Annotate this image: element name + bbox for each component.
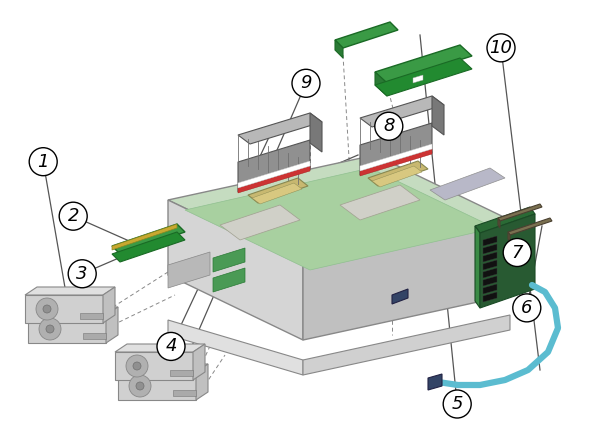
Polygon shape	[238, 113, 322, 144]
Polygon shape	[196, 364, 208, 400]
Polygon shape	[483, 268, 497, 278]
Polygon shape	[168, 320, 303, 375]
Polygon shape	[25, 295, 103, 323]
Polygon shape	[118, 372, 196, 400]
Circle shape	[126, 355, 148, 377]
Circle shape	[157, 332, 185, 361]
Polygon shape	[185, 168, 495, 270]
Polygon shape	[112, 224, 177, 250]
Polygon shape	[115, 344, 205, 352]
Polygon shape	[430, 168, 505, 200]
Polygon shape	[238, 140, 310, 192]
Polygon shape	[483, 244, 497, 254]
Polygon shape	[360, 144, 432, 171]
Circle shape	[503, 238, 531, 267]
Polygon shape	[392, 289, 408, 304]
Polygon shape	[375, 72, 387, 96]
Circle shape	[59, 202, 87, 230]
Text: 10: 10	[490, 39, 512, 57]
Polygon shape	[168, 155, 510, 265]
Text: 2: 2	[67, 207, 79, 225]
Circle shape	[36, 298, 58, 320]
Polygon shape	[213, 268, 245, 292]
Polygon shape	[372, 166, 422, 187]
Circle shape	[136, 382, 144, 390]
Text: 5: 5	[451, 395, 463, 413]
Polygon shape	[115, 352, 193, 380]
Circle shape	[129, 375, 151, 397]
Circle shape	[39, 318, 61, 340]
Polygon shape	[118, 364, 208, 372]
Polygon shape	[83, 333, 106, 339]
Text: 4: 4	[165, 338, 177, 355]
Polygon shape	[80, 313, 103, 319]
Polygon shape	[508, 218, 552, 235]
Circle shape	[133, 362, 141, 370]
Polygon shape	[28, 315, 106, 343]
Polygon shape	[340, 185, 420, 220]
Polygon shape	[28, 307, 118, 315]
Polygon shape	[112, 224, 185, 254]
Circle shape	[443, 390, 471, 418]
Polygon shape	[220, 205, 300, 240]
Polygon shape	[310, 113, 322, 152]
Polygon shape	[498, 218, 500, 228]
Polygon shape	[432, 96, 444, 135]
Polygon shape	[483, 260, 497, 270]
Polygon shape	[360, 123, 432, 175]
Circle shape	[68, 260, 96, 288]
Polygon shape	[428, 374, 442, 390]
Polygon shape	[475, 207, 535, 233]
Polygon shape	[483, 236, 497, 246]
Polygon shape	[103, 287, 115, 323]
Polygon shape	[375, 58, 472, 96]
Polygon shape	[168, 200, 303, 340]
Circle shape	[46, 325, 54, 333]
Polygon shape	[238, 161, 310, 188]
Circle shape	[43, 305, 51, 313]
Polygon shape	[193, 344, 205, 380]
Polygon shape	[483, 276, 497, 286]
Polygon shape	[112, 232, 185, 262]
Polygon shape	[480, 214, 535, 308]
Polygon shape	[475, 226, 480, 308]
Text: 8: 8	[383, 117, 395, 135]
Polygon shape	[498, 204, 542, 221]
Polygon shape	[508, 232, 510, 242]
Polygon shape	[106, 307, 118, 343]
Text: 9: 9	[300, 74, 312, 92]
Circle shape	[29, 148, 57, 176]
Polygon shape	[238, 166, 310, 193]
Polygon shape	[368, 161, 428, 186]
Polygon shape	[25, 287, 115, 295]
Text: 7: 7	[511, 244, 523, 261]
Polygon shape	[303, 220, 510, 340]
Polygon shape	[360, 96, 444, 127]
Polygon shape	[335, 22, 398, 48]
Polygon shape	[173, 390, 196, 396]
Polygon shape	[483, 252, 497, 262]
Circle shape	[487, 34, 515, 62]
Circle shape	[375, 112, 403, 140]
Polygon shape	[252, 183, 302, 204]
Polygon shape	[168, 252, 210, 288]
Polygon shape	[483, 284, 497, 294]
Polygon shape	[375, 45, 472, 83]
Polygon shape	[413, 75, 423, 83]
Text: 1: 1	[37, 153, 49, 171]
Circle shape	[513, 294, 541, 322]
Polygon shape	[335, 40, 343, 58]
Polygon shape	[248, 178, 308, 203]
Polygon shape	[213, 248, 245, 272]
Polygon shape	[360, 149, 432, 176]
Text: 6: 6	[521, 299, 533, 317]
Polygon shape	[303, 315, 510, 375]
Circle shape	[292, 69, 320, 97]
Polygon shape	[170, 370, 193, 376]
Polygon shape	[483, 292, 497, 302]
Text: 3: 3	[76, 265, 88, 283]
